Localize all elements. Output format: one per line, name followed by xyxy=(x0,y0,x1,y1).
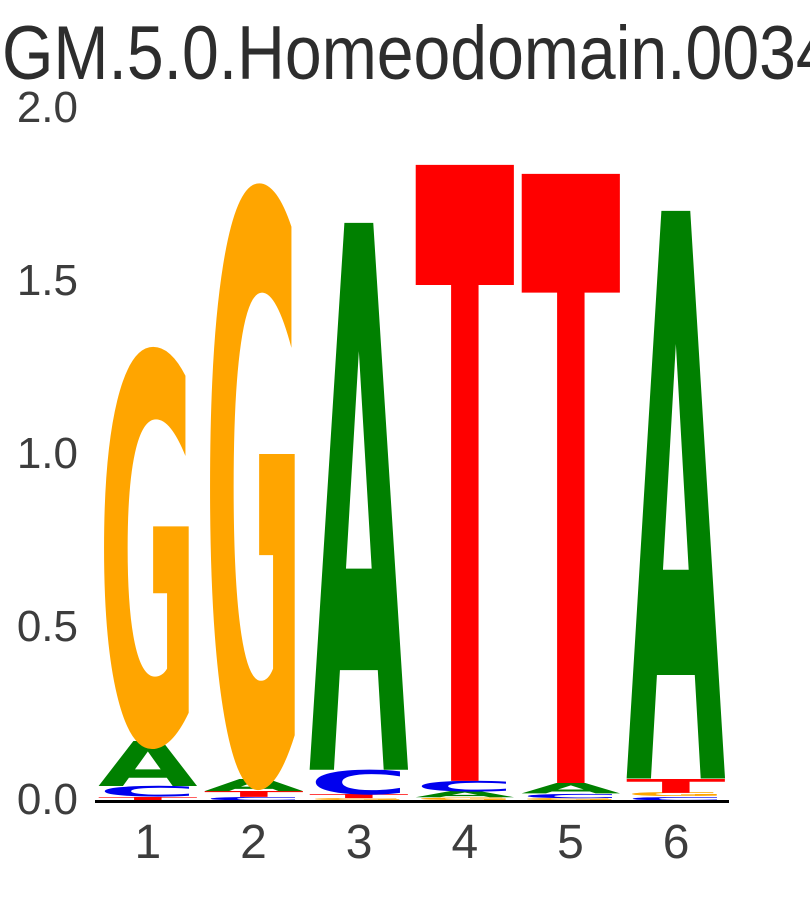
x-tick-label-1: 1 xyxy=(134,816,162,869)
x-tick-label-3: 3 xyxy=(345,816,373,869)
svg-text:G: G xyxy=(626,791,726,798)
svg-text:A: A xyxy=(309,75,410,900)
svg-text:C: C xyxy=(309,763,409,801)
logo-letter-G: G xyxy=(415,796,515,800)
svg-text:A: A xyxy=(98,730,198,802)
logo-letter-A: A xyxy=(98,730,198,802)
x-tick-label-2: 2 xyxy=(240,816,267,869)
logo-letter-G: G xyxy=(204,34,304,900)
x-tick-label-6: 6 xyxy=(662,816,690,869)
svg-text:A: A xyxy=(626,56,727,900)
logo-letter-A: A xyxy=(521,781,621,798)
logo-letter-G: G xyxy=(309,797,409,800)
x-tick-label-5: 5 xyxy=(557,816,584,869)
logo-letter-T: T xyxy=(309,793,409,800)
logo-letter-C: C xyxy=(521,793,621,800)
y-tick-label-1.0: 1.0 xyxy=(16,429,78,478)
svg-text:T: T xyxy=(626,775,726,797)
svg-text:C: C xyxy=(98,783,198,800)
svg-text:C: C xyxy=(626,796,726,802)
logo-letter-G: G xyxy=(626,791,726,798)
logo-letter-A: A xyxy=(309,75,410,900)
svg-text:G: G xyxy=(98,248,198,867)
logo-letter-G: G xyxy=(98,248,198,867)
svg-text:G: G xyxy=(309,797,409,800)
svg-text:C: C xyxy=(415,778,515,795)
logo-letter-T: T xyxy=(204,789,304,798)
logo-letter-T: T xyxy=(626,775,726,797)
logo-letter-C: C xyxy=(415,778,515,795)
logo-letter-C: C xyxy=(309,763,409,801)
logo-letter-T: T xyxy=(98,796,198,802)
svg-text:T: T xyxy=(309,793,409,800)
svg-text:T: T xyxy=(521,9,621,900)
x-tick-label-4: 4 xyxy=(451,816,479,869)
svg-text:A: A xyxy=(204,775,304,794)
svg-text:T: T xyxy=(415,0,515,900)
logo-letter-T: T xyxy=(521,9,621,900)
y-tick-label-0.5: 0.5 xyxy=(16,602,78,651)
y-tick-label-2.0: 2.0 xyxy=(16,83,78,132)
svg-text:G: G xyxy=(204,34,304,900)
page-title: GM.5.0.Homeodomain.0034 xyxy=(2,11,810,96)
svg-text:T: T xyxy=(98,796,198,802)
logo-letter-A: A xyxy=(626,56,727,900)
logo-letter-A: A xyxy=(204,775,304,794)
svg-text:T: T xyxy=(204,789,304,798)
logo-letter-A: A xyxy=(415,789,515,799)
svg-text:A: A xyxy=(521,781,621,798)
logo-letter-T: T xyxy=(415,0,515,900)
svg-text:C: C xyxy=(204,796,304,802)
logo-letter-C: C xyxy=(626,796,726,802)
svg-text:G: G xyxy=(415,796,515,800)
logo-letter-G: G xyxy=(521,797,621,800)
y-tick-label-0.0: 0.0 xyxy=(16,775,78,824)
logo-letter-C: C xyxy=(98,783,198,800)
svg-text:A: A xyxy=(415,789,515,799)
svg-text:C: C xyxy=(521,793,621,800)
y-tick-label-1.5: 1.5 xyxy=(16,256,78,305)
svg-text:G: G xyxy=(521,797,621,800)
logo-letter-C: C xyxy=(204,796,304,802)
x-axis-line xyxy=(95,800,729,803)
